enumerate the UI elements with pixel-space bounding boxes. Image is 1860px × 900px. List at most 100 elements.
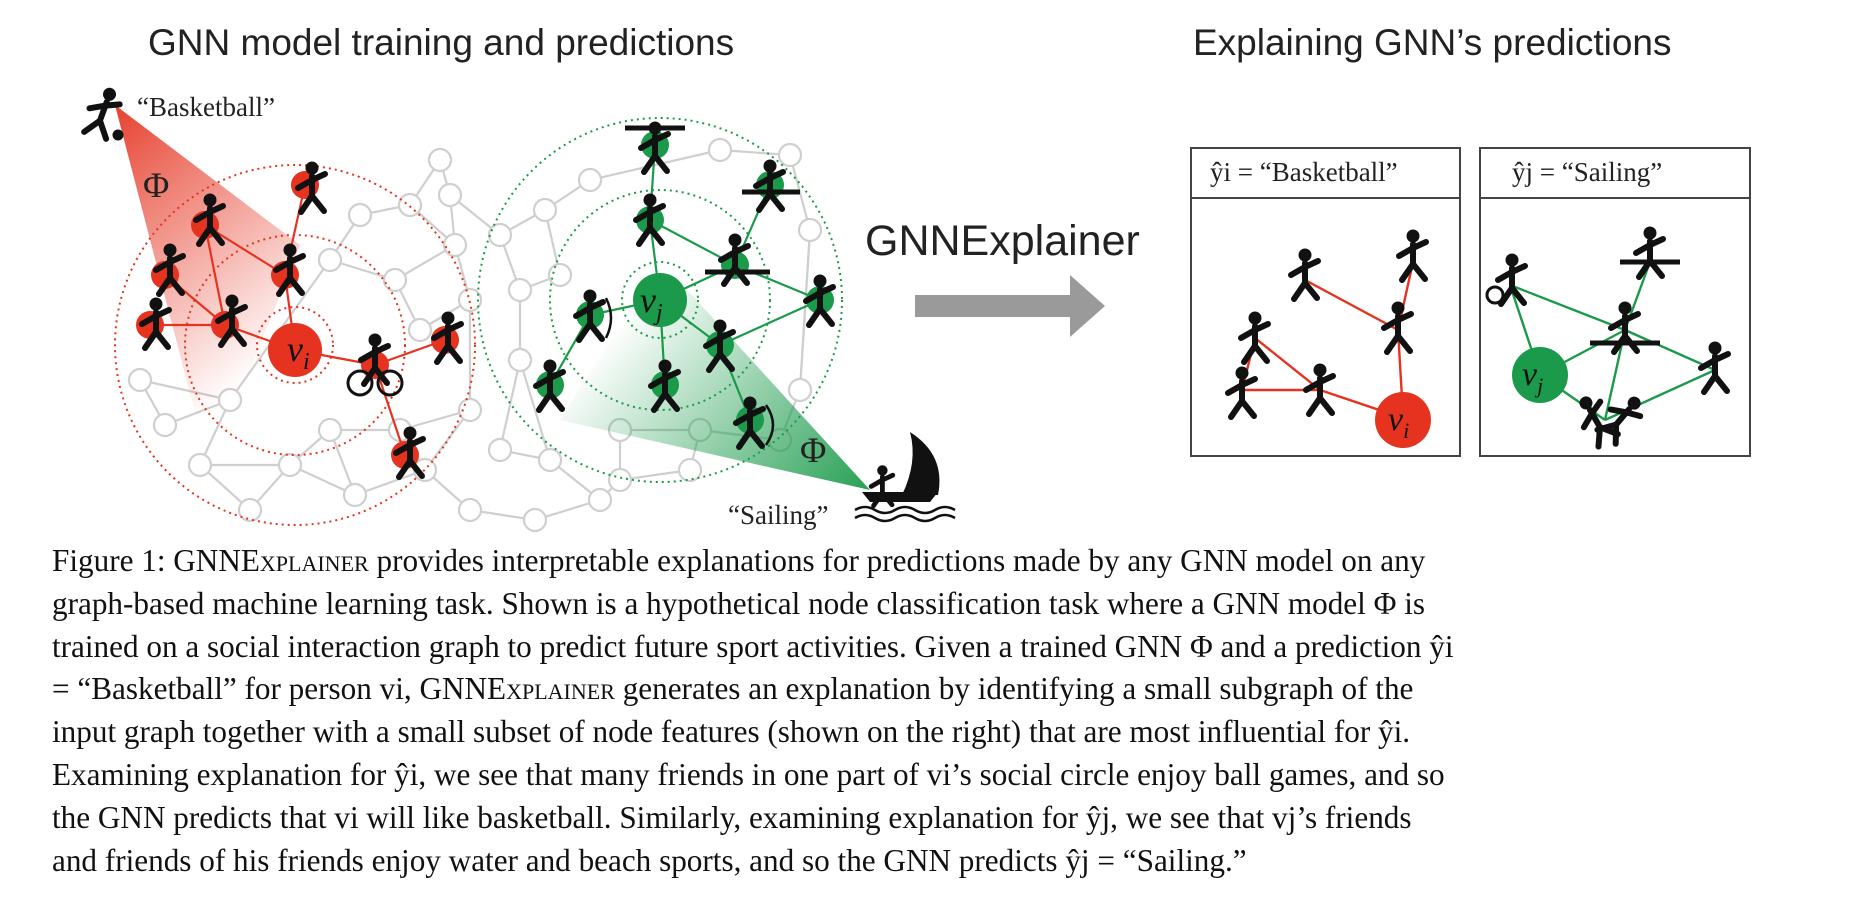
graph-node (507, 347, 533, 373)
graph-node (127, 367, 153, 393)
graph-node (487, 222, 513, 248)
graph-node (437, 182, 463, 208)
caption-line: Figure 1: GNNExplainer provides interpre… (52, 540, 1812, 583)
caption-line: the GNN predicts that vi will like baske… (52, 797, 1812, 840)
graph-node (522, 507, 548, 533)
caption-text: provides interpretable explanations for … (368, 543, 1426, 578)
graph-node (342, 482, 368, 508)
caption-line: trained on a social interaction graph to… (52, 626, 1812, 669)
caption-text: and friends of his friends enjoy water a… (52, 842, 1247, 878)
graph-edge (399, 408, 471, 432)
cyclist-icon (346, 334, 404, 397)
caption-text: = “Basketball” for person vi, (52, 671, 420, 707)
left-panel-title: GNN model training and predictions (148, 22, 735, 63)
graph-node (427, 147, 453, 173)
tennis-player-icon (1485, 254, 1525, 305)
graph-node (317, 417, 343, 443)
graph-node (407, 317, 433, 343)
arrow-shaft (915, 295, 1075, 317)
graph-edge (354, 468, 426, 497)
sailing-quote: “Sailing” (728, 500, 828, 530)
box-i-node-vi (1375, 392, 1431, 448)
box-i-vi-label: vi (1388, 401, 1409, 443)
box-j-vj-label: vj (1522, 356, 1543, 398)
graph-node (577, 167, 603, 193)
gnn-figure: vi Φ “Basketball” (0, 0, 1751, 533)
graph-node (797, 217, 823, 243)
green-hop-ring-2 (549, 189, 771, 411)
graph-edge (798, 229, 812, 391)
graph-node (317, 247, 343, 273)
graph-node (347, 202, 373, 228)
caption-text: the GNN predicts that vi will like baske… (52, 799, 1412, 835)
caption-text: graph-based machine learning task. Shown… (52, 585, 1426, 621)
basketball-player-icon (81, 83, 124, 140)
arrow-head (1070, 275, 1105, 337)
graph-edge (498, 359, 522, 451)
green-hop-ring-3 (477, 117, 843, 483)
caption-text: trained on a social interaction graph to… (52, 628, 1454, 664)
box-j-node-vj (1512, 347, 1568, 403)
figure-caption: Figure 1: GNNExplainer provides interpre… (52, 540, 1812, 882)
explanation-box-basketball: ŷi = “Basketball” vi (1190, 147, 1461, 457)
gnnexplainer-label: GNNExplainer (865, 217, 1140, 265)
graph-node (587, 487, 613, 513)
graph-node (787, 377, 813, 403)
node-vi-label: vi (287, 329, 310, 375)
method-name: GNNExplainer (173, 543, 369, 578)
caption-text: Examining explanation for ŷi, we see tha… (52, 756, 1445, 792)
graph-node (677, 457, 703, 483)
graph-node (537, 447, 563, 473)
explanation-box-sailing: ŷj = “Sailing” vj (1479, 147, 1751, 457)
gnnexplainer-arrow: GNNExplainer (865, 217, 1140, 337)
graph-node (442, 232, 468, 258)
archer-icon (604, 297, 775, 447)
graph-node (382, 267, 408, 293)
rower-icon (1590, 227, 1680, 353)
red-neighborhood: vi Φ “Basketball” (81, 83, 476, 526)
graph-node (607, 467, 633, 493)
caption-text: input graph together with a small subset… (52, 714, 1411, 750)
red-hop-ring-1 (256, 306, 334, 384)
graph-node (277, 452, 303, 478)
graph-node (457, 287, 483, 313)
node-vj-label: vj (640, 280, 663, 326)
node-vj (633, 273, 687, 327)
graph-edge (518, 359, 552, 461)
rower-icon (705, 160, 800, 285)
box-i-label: ŷi = “Basketball” (1210, 157, 1398, 187)
graph-node (237, 497, 263, 523)
green-hop-ring-1 (621, 261, 699, 339)
node-vi (268, 323, 322, 377)
phi-symbol-red: Φ (143, 165, 169, 205)
weightlifter-icon (625, 122, 685, 173)
caption-text: Figure 1: (52, 543, 174, 578)
caption-line: graph-based machine learning task. Shown… (52, 583, 1812, 626)
phi-symbol-green: Φ (800, 430, 826, 470)
graph-node (487, 437, 513, 463)
basketball-quote: “Basketball” (137, 92, 275, 122)
box-j-label: ŷj = “Sailing” (1512, 157, 1662, 187)
graph-edge (424, 409, 471, 471)
red-phi-fan (115, 105, 300, 470)
graph-node (397, 192, 423, 218)
graph-node (547, 262, 573, 288)
caption-line: Examining explanation for ŷi, we see tha… (52, 754, 1812, 797)
graph-node (532, 197, 558, 223)
caption-text: generates an explanation by identifying … (614, 671, 1414, 707)
green-phi-fan (560, 260, 870, 490)
right-panel-title: Explaining GNN’s predictions (1193, 22, 1672, 63)
graph-edge (589, 148, 721, 182)
sailing-boat-icon (854, 432, 956, 523)
graph-node (457, 497, 483, 523)
graph-node (507, 277, 533, 303)
green-neighborhood: vj Φ “Sailing” (477, 117, 956, 530)
caption-line: = “Basketball” for person vi, GNNExplain… (52, 668, 1812, 711)
red-hop-ring-3 (114, 164, 476, 526)
graph-node (707, 137, 733, 163)
graph-node (777, 142, 803, 168)
caption-line: input graph together with a small subset… (52, 711, 1812, 754)
method-name: GNNExplainer (419, 671, 615, 707)
caption-line: and friends of his friends enjoy water a… (52, 840, 1812, 883)
graph-node (152, 412, 178, 438)
